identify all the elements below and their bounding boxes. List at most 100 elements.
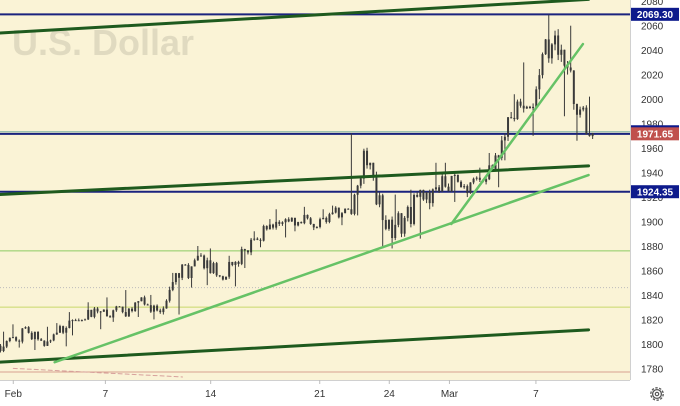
candle-body bbox=[121, 306, 124, 313]
candle-body bbox=[2, 346, 5, 352]
y-tick-label: 2060 bbox=[641, 22, 664, 33]
candle-body bbox=[212, 263, 215, 274]
candle-body bbox=[37, 331, 40, 340]
candle-body bbox=[359, 178, 362, 186]
price-badge-label: 1971.65 bbox=[637, 129, 674, 140]
candle-body bbox=[575, 104, 578, 115]
y-tick-label: 1780 bbox=[641, 364, 664, 375]
candle-body bbox=[563, 49, 566, 66]
candle-body bbox=[190, 266, 193, 278]
candle-body bbox=[422, 189, 425, 200]
candle-body bbox=[228, 261, 231, 277]
candle-body bbox=[30, 332, 33, 340]
candle-body bbox=[441, 176, 444, 192]
candle-body bbox=[510, 117, 513, 119]
candle-body bbox=[522, 105, 525, 109]
candle-body bbox=[77, 320, 80, 322]
candle-body bbox=[287, 219, 290, 222]
candle-body bbox=[58, 326, 61, 333]
candle-body bbox=[541, 54, 544, 76]
y-tick-label: 1840 bbox=[641, 291, 664, 302]
y-tick-label: 1980 bbox=[641, 120, 664, 131]
candle-body bbox=[71, 320, 74, 322]
candle-body bbox=[309, 218, 312, 224]
candle-body bbox=[315, 226, 318, 228]
candle-body bbox=[118, 306, 121, 308]
candle-body bbox=[547, 39, 550, 59]
candle-body bbox=[300, 222, 303, 224]
candle-body bbox=[453, 174, 456, 176]
candle-body bbox=[0, 345, 2, 352]
candle-body bbox=[253, 238, 256, 240]
candle-body bbox=[356, 185, 359, 195]
candle-body bbox=[456, 174, 459, 182]
candle-body bbox=[328, 214, 331, 222]
candle-body bbox=[500, 140, 503, 158]
candle-body bbox=[52, 334, 55, 341]
candle-body bbox=[375, 177, 378, 205]
y-tick-label: 1900 bbox=[641, 218, 664, 229]
candle-body bbox=[281, 222, 284, 224]
candle-body bbox=[105, 309, 108, 317]
candle-body bbox=[171, 282, 174, 290]
y-tick-label: 1940 bbox=[641, 169, 664, 180]
y-tick-label: 1920 bbox=[641, 193, 664, 204]
candle-body bbox=[199, 255, 202, 257]
trendline-0[interactable] bbox=[0, 0, 590, 35]
trendline-5[interactable] bbox=[12, 367, 183, 378]
trendline-2[interactable] bbox=[0, 328, 591, 364]
y-tick-label: 2000 bbox=[641, 95, 664, 106]
candle-body bbox=[535, 89, 538, 107]
candle-body bbox=[240, 249, 243, 264]
candle-body bbox=[450, 175, 453, 192]
candle-body bbox=[406, 206, 409, 218]
candle-body bbox=[554, 35, 557, 45]
candle-body bbox=[278, 221, 281, 224]
candle-body bbox=[585, 107, 588, 135]
x-tick-label: Feb bbox=[5, 389, 23, 400]
candle-body bbox=[87, 309, 90, 320]
candle-body bbox=[588, 134, 591, 137]
candle-body bbox=[557, 35, 560, 55]
candle-body bbox=[102, 309, 105, 312]
candle-body bbox=[259, 239, 262, 241]
candle-body bbox=[519, 101, 522, 106]
candle-body bbox=[378, 195, 381, 205]
candle-body bbox=[579, 109, 582, 115]
candle-body bbox=[250, 239, 253, 253]
trendline-4[interactable] bbox=[450, 42, 585, 226]
candle-body bbox=[475, 177, 478, 179]
candle-body bbox=[93, 308, 96, 317]
time-axis[interactable]: Feb 7 14 21 24 Mar 7 bbox=[5, 380, 539, 400]
price-axis[interactable]: 2080 2060 2040 2020 2000 1980 1960 1940 1920 1900… bbox=[641, 0, 664, 375]
candle-body bbox=[507, 117, 510, 137]
x-tick-label: 24 bbox=[384, 389, 396, 400]
y-tick-label: 1880 bbox=[641, 242, 664, 253]
candle-body bbox=[503, 136, 506, 141]
candle-body bbox=[55, 332, 58, 335]
time-axis-background bbox=[0, 380, 680, 406]
candle-body bbox=[469, 182, 472, 194]
candle-body bbox=[49, 340, 52, 342]
trendlines bbox=[0, 0, 591, 378]
candle-body bbox=[187, 264, 190, 278]
candle-body bbox=[447, 186, 450, 192]
candle-body bbox=[112, 310, 115, 318]
candle-body bbox=[40, 339, 43, 341]
candle-body bbox=[5, 340, 8, 347]
candle-body bbox=[428, 191, 431, 204]
candle-body bbox=[366, 150, 369, 166]
candle-body bbox=[528, 106, 531, 109]
candle-body bbox=[221, 276, 224, 280]
candle-body bbox=[115, 306, 118, 311]
candle-body bbox=[485, 179, 488, 182]
candle-body bbox=[525, 106, 528, 109]
candle-body bbox=[206, 260, 209, 269]
candle-body bbox=[369, 162, 372, 166]
trendline-3[interactable] bbox=[53, 173, 590, 364]
candle-body bbox=[425, 191, 428, 200]
candle-body bbox=[582, 107, 585, 110]
candle-body bbox=[203, 255, 206, 269]
